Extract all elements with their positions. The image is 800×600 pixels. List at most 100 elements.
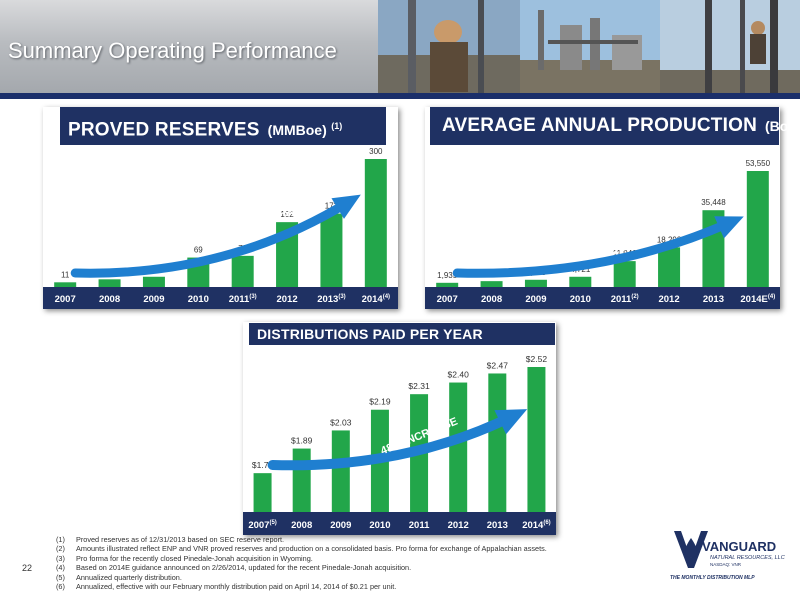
tick-label: 2013 <box>487 520 508 531</box>
tick-note: (2) <box>631 294 638 300</box>
bar-2007 <box>436 282 459 287</box>
proved-reserves-panel: PROVED RESERVES (MMBoe) (1) 11 18 24 69 73 152… <box>43 107 398 309</box>
proved-reserves-title: PROVED RESERVES <box>68 119 260 141</box>
page-number: 22 <box>22 563 33 573</box>
growth-arrow <box>452 218 734 278</box>
value-label: 69 <box>194 246 203 255</box>
production-chart: 1,935 2,701 3,335 4,72111,94618,29835,44853… <box>436 159 771 287</box>
value-label: 152 <box>280 210 294 219</box>
bar-2010 <box>569 276 592 287</box>
proved-reserves-unit: (MMBoe) <box>267 122 327 139</box>
value-label: $2.19 <box>369 397 391 407</box>
production-title-bar: AVERAGE ANNUAL PRODUCTION (Boe/d) <box>430 107 800 145</box>
bar-2007 <box>253 473 272 512</box>
logo-ticker: NASDAQ: VNR <box>710 562 742 567</box>
bar-2009 <box>142 276 165 287</box>
growth-arrow <box>70 198 352 278</box>
bar-2012 <box>658 247 681 287</box>
footnote: (5) Annualized quarterly distribution. <box>56 572 182 582</box>
bar-2008 <box>480 281 503 287</box>
tick-label: 2009 <box>330 520 351 531</box>
proved-reserves-title-note: (1) <box>331 121 343 131</box>
distributions-chart: $1.70 $1.89 $2.03 $2.19 $2.31 $2.40 $2.47 $2.52… <box>252 354 548 512</box>
tick-label: 2010 <box>570 294 591 305</box>
footnotes: (1) Proved reserves as of 12/31/2013 base… <box>56 535 547 591</box>
value-label: 35,448 <box>701 198 726 207</box>
page-title: Summary Operating Performance <box>8 38 337 63</box>
value-label: $2.52 <box>526 354 548 364</box>
growth-arrowhead <box>494 409 528 435</box>
oil-rig-photo <box>660 0 800 93</box>
tick-label: 2007 <box>437 294 458 305</box>
value-label: 53,550 <box>746 159 771 168</box>
bar-2009 <box>331 430 350 512</box>
value-label: $1.70 <box>252 460 274 470</box>
tick-note: (5) <box>269 520 276 526</box>
value-label: $2.31 <box>408 381 430 391</box>
bar-2012 <box>449 382 468 512</box>
bar-2008 <box>292 448 311 512</box>
bar-2009 <box>524 279 547 287</box>
bar-2014 <box>527 367 546 512</box>
refinery-photo <box>520 0 660 93</box>
tick-note: (4) <box>383 294 390 300</box>
bar-2013 <box>488 373 507 512</box>
distributions-title: DISTRIBUTIONS PAID PER YEAR <box>257 326 483 342</box>
value-label: $2.47 <box>487 360 509 370</box>
tick-label: 2012 <box>276 294 297 305</box>
tick-note: (4) <box>768 294 775 300</box>
value-label: 11 <box>61 270 70 279</box>
footnote: (1) Proved reserves as of 12/31/2013 base… <box>56 535 285 544</box>
footnote: (3) Pro forma for the recently closed Pin… <box>56 553 313 563</box>
bar-2013 <box>320 213 343 287</box>
value-label: 300 <box>369 147 383 156</box>
value-label: 1,935 <box>437 271 458 280</box>
tick-label: 2007 <box>55 294 76 305</box>
tick-label: 2011 <box>409 520 430 531</box>
oil-worker-photo <box>378 0 520 93</box>
tick-label: 2011(2) <box>611 294 639 305</box>
logo-tagline: THE MONTHLY DISTRIBUTION MLP <box>670 575 755 581</box>
tick-note: (3) <box>249 294 256 300</box>
production-axis-bar: 2007 2008 2009 2010 2011(2) 2012 2013 2014E(4) <box>425 287 780 309</box>
bar-2014e <box>746 171 769 287</box>
footnote: (4) Based on 2014E guidance announced on … <box>56 563 412 573</box>
tick-label: 2010 <box>369 520 390 531</box>
value-label: 172 <box>325 202 339 211</box>
header-banner: Summary Operating Performance <box>0 0 800 93</box>
tick-label: 2009 <box>525 294 546 305</box>
tick-label: 2012 <box>448 520 469 531</box>
tick-label: 2008 <box>291 520 312 531</box>
header-divider <box>0 93 800 99</box>
production-title: AVERAGE ANNUAL PRODUCTION <box>442 115 757 136</box>
vanguard-logo: VANGUARD NATURAL RESOURCES, LLC NASDAQ: … <box>668 528 793 590</box>
tick-label: 2014(6) <box>522 520 550 531</box>
footnote: (2) Amounts illustrated reflect ENP and V… <box>56 544 547 554</box>
growth-arrowhead <box>714 216 744 239</box>
bar-2008 <box>98 279 121 287</box>
proved-reserves-title-bar: PROVED RESERVES (MMBoe) (1) <box>60 107 386 145</box>
tick-label: 2013(3) <box>317 294 345 305</box>
tick-label: 2008 <box>99 294 120 305</box>
value-label: $2.40 <box>448 370 470 380</box>
production-panel: AVERAGE ANNUAL PRODUCTION(Boe/d) 1,9352,… <box>425 107 800 309</box>
distributions-title-bar: DISTRIBUTIONS PAID PER YEAR <box>249 323 555 345</box>
value-label: $1.89 <box>291 436 313 446</box>
distributions-panel: DISTRIBUTIONS PAID PER YEAR $1.70 $1.89 $2… <box>243 322 556 535</box>
tick-label: 2014E(4) <box>740 294 775 305</box>
tick-label: 2014(4) <box>362 294 390 305</box>
growth-arrow <box>267 412 517 471</box>
tick-label: 2010 <box>188 294 209 305</box>
tick-note: (3) <box>338 294 345 300</box>
tick-note: (6) <box>543 520 550 526</box>
growth-arrowhead <box>331 194 361 219</box>
proved-reserves-axis-bar: 2007 2008 2009 2010 2011(3) 2012 2013(3) 2014(4… <box>43 287 398 309</box>
value-label: $2.03 <box>330 417 352 427</box>
bar-2011 <box>613 261 636 287</box>
logo-name: VANGUARD <box>702 539 776 554</box>
tick-label: 2012 <box>658 294 679 305</box>
tick-label: 2009 <box>143 294 164 305</box>
tick-label: 2013 <box>703 294 724 305</box>
bar-2014 <box>364 159 387 287</box>
